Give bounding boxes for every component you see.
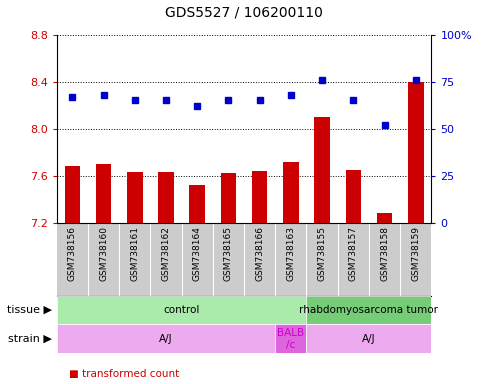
Text: GSM738163: GSM738163 bbox=[286, 227, 295, 281]
Bar bbox=[283, 162, 299, 223]
Text: GSM738165: GSM738165 bbox=[224, 227, 233, 281]
Text: GDS5527 / 106200110: GDS5527 / 106200110 bbox=[165, 5, 323, 19]
Text: GSM738162: GSM738162 bbox=[162, 227, 171, 281]
Bar bbox=[65, 166, 80, 223]
Text: GSM738166: GSM738166 bbox=[255, 227, 264, 281]
Text: BALB
/c: BALB /c bbox=[277, 328, 305, 350]
Text: GSM738158: GSM738158 bbox=[380, 227, 389, 281]
Bar bbox=[57, 324, 275, 353]
Bar bbox=[221, 173, 236, 223]
Bar bbox=[307, 324, 431, 353]
Text: GSM738164: GSM738164 bbox=[193, 227, 202, 281]
Bar bbox=[158, 172, 174, 223]
Text: GSM738160: GSM738160 bbox=[99, 227, 108, 281]
Text: ■ transformed count: ■ transformed count bbox=[69, 369, 179, 379]
Text: tissue ▶: tissue ▶ bbox=[7, 305, 52, 315]
Text: strain ▶: strain ▶ bbox=[8, 334, 52, 344]
Bar bbox=[307, 296, 431, 324]
Bar bbox=[127, 172, 142, 223]
Text: control: control bbox=[163, 305, 200, 315]
Bar bbox=[96, 164, 111, 223]
Text: rhabdomyosarcoma tumor: rhabdomyosarcoma tumor bbox=[299, 305, 438, 315]
Bar bbox=[252, 171, 267, 223]
Bar bbox=[377, 213, 392, 223]
Text: GSM738155: GSM738155 bbox=[317, 227, 326, 281]
Text: GSM738161: GSM738161 bbox=[130, 227, 139, 281]
Text: GSM738157: GSM738157 bbox=[349, 227, 358, 281]
Bar bbox=[315, 117, 330, 223]
Bar bbox=[408, 82, 423, 223]
Text: GSM738159: GSM738159 bbox=[411, 227, 420, 281]
Bar bbox=[346, 170, 361, 223]
Text: A/J: A/J bbox=[362, 334, 376, 344]
Bar bbox=[189, 185, 205, 223]
Text: A/J: A/J bbox=[159, 334, 173, 344]
Bar bbox=[275, 324, 307, 353]
Bar bbox=[57, 296, 307, 324]
Text: GSM738156: GSM738156 bbox=[68, 227, 77, 281]
